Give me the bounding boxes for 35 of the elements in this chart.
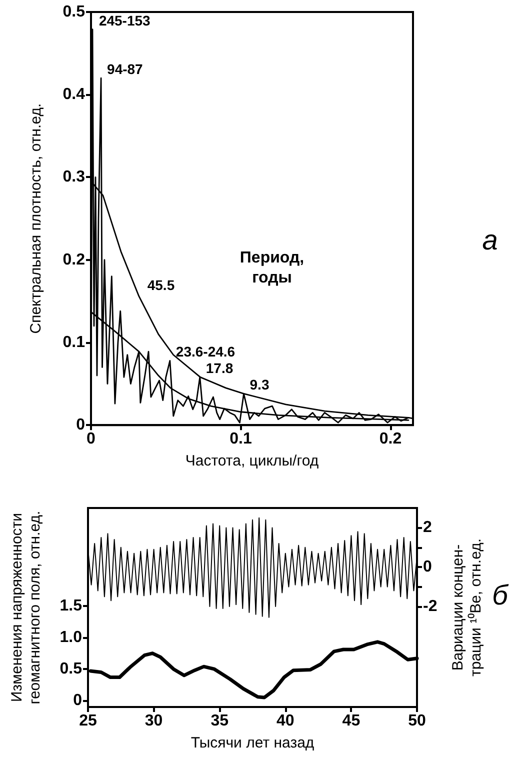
x-tick-label: 50 <box>408 712 426 730</box>
y-tick-label: 0.5 <box>62 4 86 20</box>
x-tick-label: 25 <box>79 712 97 730</box>
y2-axis-title: Вариации концен- трации ¹⁰Be, отн.ед. <box>450 538 484 677</box>
y-axis-title: Спектральная плотность, отн.ед. <box>28 103 44 334</box>
y2-tick-label: 0 <box>423 558 432 576</box>
x-tick-label: 45 <box>342 712 360 730</box>
annotation: 9.3 <box>250 376 270 393</box>
x-tick-label: 35 <box>210 712 229 730</box>
x-axis-title: Частота, циклы/год <box>185 452 319 470</box>
annotation: 17.8 <box>206 360 234 376</box>
y-tick-label: 1.0 <box>60 629 82 646</box>
y-tick-label: 0.1 <box>62 334 86 351</box>
y-tick-label: 0.2 <box>62 251 86 268</box>
annotation: 94-87 <box>107 61 144 78</box>
text: б <box>492 580 510 610</box>
y-tick-label: 0.3 <box>62 168 86 186</box>
x-tick-label: 30 <box>144 712 163 730</box>
annotation: 245-153 <box>98 12 151 28</box>
y-tick-label: 1.5 <box>60 597 82 614</box>
annotation: 45.5 <box>147 277 175 294</box>
y2-tick-label: 2 <box>423 519 432 536</box>
x-tick-label: 0.1 <box>230 430 252 448</box>
y2-tick-label: -2 <box>423 598 438 616</box>
annotation: 23.6-24.6 <box>176 344 236 360</box>
x-axis-title: Тысячи лет назад <box>190 734 314 752</box>
text: а <box>482 224 498 256</box>
y-tick-label: 0.5 <box>60 660 82 678</box>
y-tick-label: 0.4 <box>62 86 86 104</box>
y-tick-label: 0 <box>76 416 86 434</box>
x-tick-label: 40 <box>276 712 294 730</box>
y-tick-label: 0 <box>73 692 82 710</box>
annotation: Период, годы <box>240 250 304 286</box>
x-tick-label: 0.2 <box>379 430 402 448</box>
y-axis-title: Изменения напряженности геомагнитного поля, отн.ед. <box>8 510 44 704</box>
